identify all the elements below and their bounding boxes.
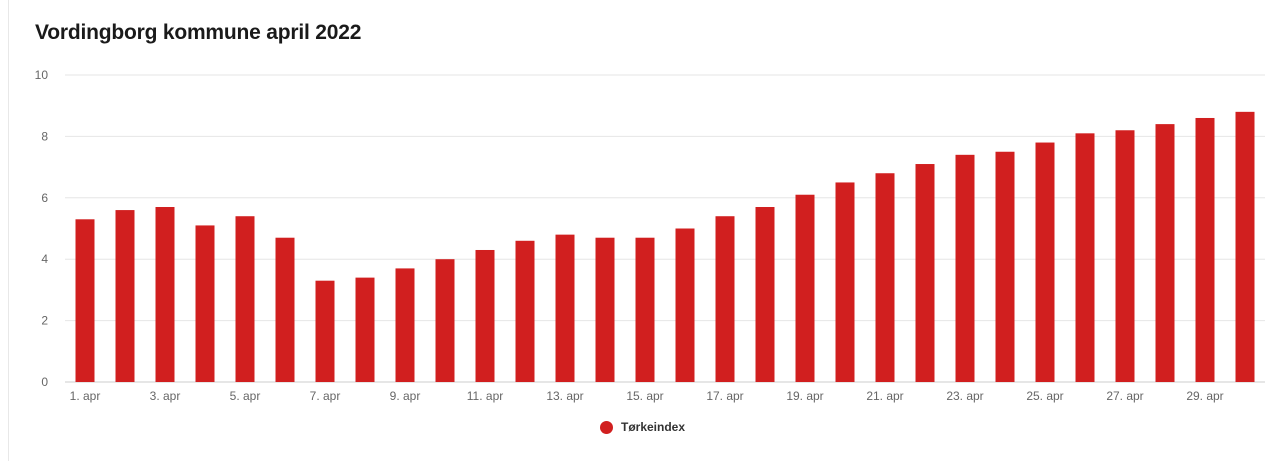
bar[interactable] bbox=[435, 259, 455, 382]
gridlines bbox=[65, 74, 1265, 383]
bar[interactable] bbox=[235, 216, 255, 382]
bar[interactable] bbox=[75, 219, 95, 382]
bar[interactable] bbox=[275, 237, 295, 382]
bar[interactable] bbox=[915, 164, 935, 382]
bar[interactable] bbox=[995, 151, 1015, 382]
x-tick-label: 23. apr bbox=[946, 389, 983, 403]
y-tick-label: 10 bbox=[35, 68, 49, 82]
x-axis-ticks: 1. apr 3. apr 5. apr 7. apr 9. apr 11. apr 13.… bbox=[70, 389, 1224, 403]
bar[interactable] bbox=[395, 268, 415, 382]
y-tick-label: 8 bbox=[41, 129, 48, 143]
x-tick-label: 7. apr bbox=[310, 389, 341, 403]
chart-title: Vordingborg kommune april 2022 bbox=[35, 21, 362, 44]
x-tick-label: 21. apr bbox=[866, 389, 903, 403]
bar[interactable] bbox=[195, 225, 215, 382]
bar[interactable] bbox=[675, 228, 695, 383]
x-tick-label: 3. apr bbox=[150, 389, 181, 403]
bar[interactable] bbox=[315, 280, 335, 382]
y-tick-label: 2 bbox=[41, 314, 48, 328]
bar[interactable] bbox=[1115, 130, 1135, 382]
legend[interactable]: Tørkeindex bbox=[0, 420, 1285, 434]
x-tick-label: 27. apr bbox=[1106, 389, 1143, 403]
bar[interactable] bbox=[955, 154, 975, 382]
x-tick-label: 9. apr bbox=[390, 389, 421, 403]
legend-marker-icon bbox=[599, 420, 613, 434]
bar[interactable] bbox=[115, 210, 135, 382]
y-axis-ticks: 0 2 4 6 8 10 bbox=[35, 68, 49, 389]
bar[interactable] bbox=[635, 237, 655, 382]
bar[interactable] bbox=[1155, 124, 1175, 383]
legend-label: Tørkeindex bbox=[620, 420, 686, 434]
bar[interactable] bbox=[155, 207, 175, 382]
bar[interactable] bbox=[355, 277, 375, 382]
x-tick-label: 1. apr bbox=[70, 389, 101, 403]
x-tick-label: 25. apr bbox=[1026, 389, 1063, 403]
y-tick-label: 0 bbox=[41, 375, 48, 389]
x-tick-label: 29. apr bbox=[1186, 389, 1223, 403]
bar[interactable] bbox=[475, 249, 495, 382]
bar[interactable] bbox=[1075, 133, 1095, 382]
x-tick-label: 19. apr bbox=[786, 389, 823, 403]
bar[interactable] bbox=[595, 237, 615, 382]
bar[interactable] bbox=[1195, 117, 1215, 382]
bar[interactable] bbox=[555, 234, 575, 382]
bar-series bbox=[75, 111, 1255, 383]
x-tick-label: 11. apr bbox=[467, 389, 503, 403]
x-tick-label: 15. apr bbox=[626, 389, 663, 403]
bar[interactable] bbox=[835, 182, 855, 382]
bar[interactable] bbox=[1235, 111, 1255, 382]
bar[interactable] bbox=[1035, 142, 1055, 382]
y-tick-label: 6 bbox=[41, 191, 48, 205]
chart-frame bbox=[8, 0, 1285, 461]
x-tick-label: 5. apr bbox=[230, 389, 261, 403]
bar[interactable] bbox=[515, 240, 535, 382]
y-tick-label: 4 bbox=[41, 252, 48, 266]
bar[interactable] bbox=[755, 207, 775, 382]
x-tick-label: 13. apr bbox=[546, 389, 583, 403]
x-tick-label: 17. apr bbox=[706, 389, 743, 403]
bar[interactable] bbox=[795, 194, 815, 382]
bar[interactable] bbox=[875, 173, 895, 382]
bar[interactable] bbox=[715, 216, 735, 382]
